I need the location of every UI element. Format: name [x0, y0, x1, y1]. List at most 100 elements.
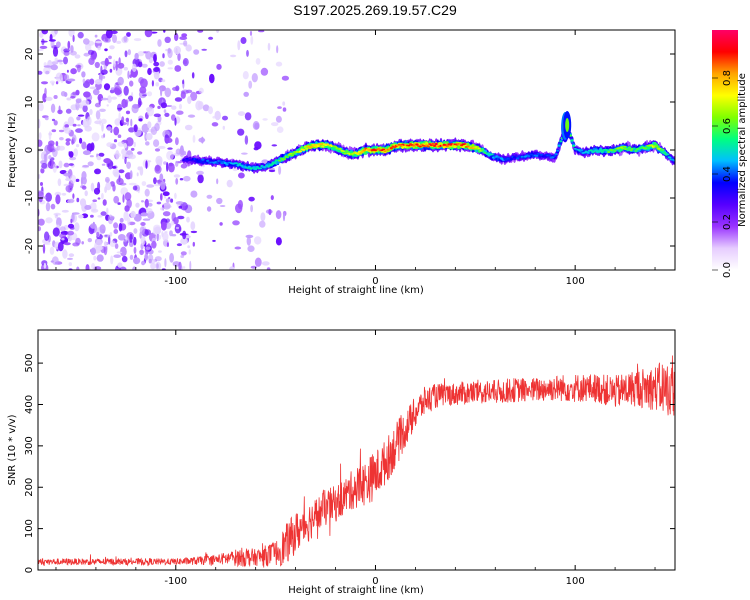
ridge-cell: [303, 145, 307, 148]
noise-speckle: [66, 97, 72, 101]
noise-speckle: [81, 71, 86, 78]
ridge-cell: [661, 148, 665, 151]
noise-speckle: [64, 74, 70, 81]
ridge-cell: [290, 154, 294, 157]
noise-speckle: [39, 45, 48, 50]
noise-speckle: [121, 148, 127, 156]
noise-speckle: [125, 117, 129, 123]
ridge-cell: [453, 144, 457, 149]
noise-speckle: [216, 30, 220, 33]
noise-speckle: [163, 161, 167, 165]
ridge-cell: [254, 167, 258, 171]
noise-speckle: [94, 61, 100, 69]
snr-y-tick-label: 200: [24, 478, 35, 497]
ridge-cell: [433, 144, 437, 147]
noise-speckle: [100, 211, 107, 216]
heatmap-y-tick-label: 0: [24, 147, 35, 153]
noise-speckle: [102, 199, 107, 206]
noise-speckle: [186, 216, 190, 223]
noise-speckle: [140, 212, 148, 217]
noise-speckle: [41, 81, 48, 85]
noise-speckle: [201, 48, 208, 51]
noise-speckle: [167, 48, 173, 59]
noise-speckle: [131, 63, 137, 72]
noise-speckle: [155, 234, 162, 241]
noise-speckle: [197, 174, 204, 184]
ridge-cell: [426, 145, 430, 148]
noise-speckle: [144, 207, 153, 214]
noise-speckle: [71, 212, 80, 215]
noise-speckle: [270, 195, 274, 201]
noise-speckle: [38, 103, 44, 112]
ridge-cell: [345, 150, 349, 153]
ridge-cell: [607, 151, 611, 153]
noise-speckle: [67, 230, 74, 236]
noise-speckle: [106, 207, 109, 215]
noise-speckle: [177, 52, 181, 62]
noise-speckle: [89, 86, 97, 90]
noise-speckle: [191, 72, 195, 79]
noise-speckle: [175, 148, 182, 155]
noise-speckle: [201, 136, 204, 144]
noise-speckle: [54, 191, 62, 197]
noise-speckle: [107, 95, 112, 104]
noise-speckle: [38, 218, 45, 226]
noise-speckle: [155, 82, 159, 87]
ridge-cell: [278, 159, 282, 162]
ridge-cell: [389, 147, 393, 150]
noise-speckle: [78, 104, 84, 109]
noise-speckle: [52, 163, 57, 173]
noise-speckle: [41, 162, 48, 169]
noise-speckle: [119, 217, 124, 223]
noise-speckle: [75, 178, 80, 182]
noise-speckle: [179, 103, 182, 110]
noise-speckle: [113, 229, 119, 234]
noise-speckle: [141, 123, 150, 133]
heatmap-y-tick-label: 10: [24, 96, 35, 109]
noise-speckle: [179, 178, 184, 181]
noise-speckle: [75, 128, 83, 133]
noise-speckle: [67, 78, 76, 82]
noise-speckle: [90, 208, 99, 213]
noise-speckle: [75, 100, 80, 111]
ridge-cell: [286, 156, 290, 158]
noise-speckle: [123, 35, 128, 42]
noise-speckle: [105, 30, 113, 39]
ridge-cell: [362, 149, 366, 152]
noise-speckle: [65, 138, 71, 142]
noise-speckle: [139, 86, 147, 94]
noise-speckle: [275, 115, 282, 123]
noise-speckle: [83, 52, 90, 57]
noise-speckle: [103, 234, 111, 238]
noise-speckle: [144, 253, 148, 261]
noise-speckle: [112, 59, 116, 68]
noise-speckle: [162, 211, 171, 217]
noise-speckle: [116, 177, 124, 186]
ridge-cell: [509, 158, 513, 161]
noise-speckle: [59, 62, 63, 65]
noise-speckle: [216, 178, 219, 185]
noise-speckle: [171, 105, 177, 110]
noise-speckle: [88, 57, 95, 65]
noise-speckle: [161, 231, 164, 237]
noise-speckle: [81, 99, 90, 107]
noise-speckle: [127, 95, 134, 102]
noise-speckle: [81, 185, 87, 190]
noise-speckle: [38, 139, 43, 147]
noise-speckle: [150, 262, 156, 270]
noise-speckle: [90, 223, 97, 229]
noise-speckle: [130, 210, 136, 219]
noise-speckle: [254, 141, 262, 150]
noise-speckle: [165, 198, 170, 204]
noise-speckle: [44, 87, 47, 96]
noise-speckle: [147, 160, 152, 163]
noise-speckle: [133, 257, 141, 265]
noise-speckle: [173, 174, 181, 178]
ridge-cell: [282, 158, 286, 161]
noise-speckle: [164, 112, 170, 117]
colorbar-label: Normalized spectral amplitude: [737, 73, 748, 227]
ridge-cell: [238, 162, 242, 165]
noise-speckle: [61, 237, 65, 241]
noise-speckle: [154, 148, 161, 152]
ridge-cell: [412, 144, 416, 147]
